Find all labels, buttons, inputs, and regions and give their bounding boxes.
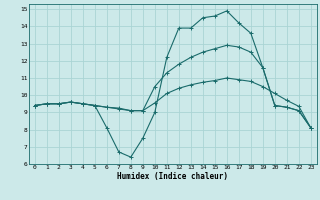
X-axis label: Humidex (Indice chaleur): Humidex (Indice chaleur) (117, 172, 228, 181)
